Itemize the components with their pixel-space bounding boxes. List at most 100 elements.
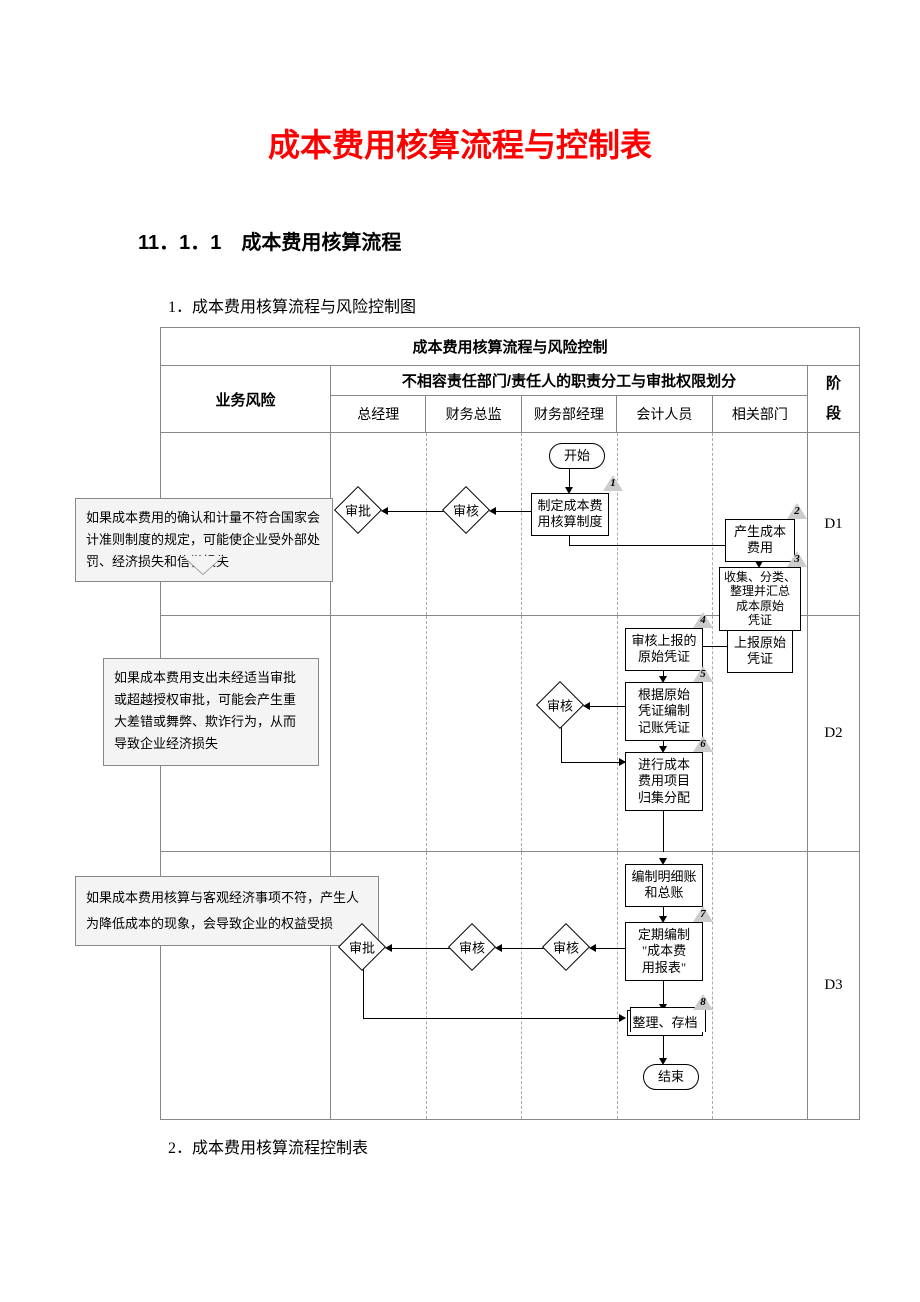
lane-divider — [426, 852, 427, 1119]
process-node-3: 收集、分类、整理并汇总成本原始凭证 — [719, 567, 801, 631]
marker-num: 1 — [610, 477, 616, 489]
risk-arrow-icon — [183, 556, 223, 574]
lane-divider — [617, 616, 618, 851]
audit-decision: 审核 — [449, 493, 483, 527]
decision-label: 审批 — [349, 938, 375, 957]
marker-5: 5 — [693, 666, 713, 682]
list-item-1: 1．成本费用核算流程与风险控制图 — [168, 293, 860, 317]
connector — [663, 1036, 664, 1060]
col-header: 相关部门 — [713, 396, 807, 432]
page: 成本费用核算流程与控制表 11．1．1 成本费用核算流程 1．成本费用核算流程与… — [0, 0, 920, 1208]
marker-6: 6 — [693, 736, 713, 752]
stage-label: D1 — [807, 433, 859, 615]
lane-divider — [617, 852, 618, 1119]
section-title: 11．1．1 成本费用核算流程 — [138, 226, 860, 255]
process-node-6: 进行成本 费用项目 归集分配 — [625, 752, 703, 811]
list-item-2: 2．成本费用核算流程控制表 — [168, 1134, 860, 1158]
main-title: 成本费用核算流程与控制表 — [60, 120, 860, 166]
chart-header: 业务风险 不相容责任部门/责任人的职责分工与审批权限划分 总经理 财务总监 财务… — [161, 366, 859, 433]
process-node-1: 制定成本费 用核算制度 — [531, 493, 609, 536]
start-terminator: 开始 — [549, 443, 605, 469]
marker-num: 7 — [700, 908, 706, 920]
col-header: 总经理 — [331, 396, 426, 432]
lane-divider — [426, 433, 427, 615]
connector — [569, 469, 570, 489]
marker-num: 4 — [700, 614, 706, 626]
risk-box-3: 如果成本费用核算与客观经济事项不符，产生人为降低成本的现象，会导致企业的权益受损 — [75, 876, 379, 946]
decision-label: 审核 — [553, 938, 579, 957]
connector — [593, 948, 625, 949]
arrow-icon — [381, 507, 388, 515]
col-header: 会计人员 — [617, 396, 712, 432]
marker-3: 3 — [787, 551, 807, 567]
lanes-d1: 开始 制定成本费 用核算制度 1 审核 审批 产生成本 费用 2 — [331, 433, 807, 615]
arrow-icon — [489, 507, 496, 515]
marker-1: 1 — [603, 475, 623, 491]
process-node-4: 审核上报的 原始凭证 — [625, 628, 703, 671]
flowchart: 成本费用核算流程与风险控制 业务风险 不相容责任部门/责任人的职责分工与审批权限… — [160, 327, 860, 1120]
connector — [491, 511, 531, 512]
document-node-8: 整理、存档 — [627, 1010, 703, 1036]
arrow-icon — [589, 944, 596, 952]
audit-decision: 审核 — [549, 930, 583, 964]
marker-num: 5 — [700, 668, 706, 680]
lanes-d2: 上报原始 凭证 审核上报的 原始凭证 4 根据原始 凭证编制 记账凭证 5 审核… — [331, 616, 807, 851]
col-header: 财务总监 — [426, 396, 521, 432]
end-terminator: 结束 — [643, 1064, 699, 1090]
connector — [363, 1018, 625, 1019]
process-node-2: 产生成本 费用 — [725, 519, 795, 562]
audit-decision: 审核 — [543, 688, 577, 722]
marker-4: 4 — [693, 612, 713, 628]
header-stage-label: 阶 段 — [807, 366, 859, 432]
header-risk-col: 业务风险 — [161, 366, 331, 432]
header-mid-title: 不相容责任部门/责任人的职责分工与审批权限划分 — [331, 366, 807, 396]
connector — [389, 948, 455, 949]
process-node-5: 根据原始 凭证编制 记账凭证 — [625, 682, 703, 741]
lane-divider — [521, 433, 522, 615]
chart-title: 成本费用核算流程与风险控制 — [161, 328, 859, 366]
arrow-icon — [495, 944, 502, 952]
connector — [569, 545, 745, 546]
decision-label: 审核 — [547, 696, 573, 715]
marker-2: 2 — [787, 503, 807, 519]
lane-divider — [712, 852, 713, 1119]
header-cols: 总经理 财务总监 财务部经理 会计人员 相关部门 — [331, 396, 807, 432]
lane-divider — [521, 616, 522, 851]
lane-divider — [712, 616, 713, 851]
marker-7: 7 — [693, 906, 713, 922]
stage-label: D3 — [807, 852, 859, 1119]
lane-divider — [521, 852, 522, 1119]
lane-divider — [426, 616, 427, 851]
marker-num: 6 — [700, 738, 706, 750]
approve-decision: 审批 — [341, 493, 375, 527]
approve-decision: 审批 — [345, 930, 379, 964]
marker-num: 8 — [700, 996, 706, 1008]
arrow-icon — [619, 1014, 626, 1022]
col-header: 财务部经理 — [522, 396, 617, 432]
header-risk-label: 业务风险 — [161, 366, 330, 432]
decision-label: 审核 — [453, 501, 479, 520]
lanes-d3: 编制明细账 和总账 定期编制 "成本费 用报表" 7 审核 审核 审批 — [331, 852, 807, 1119]
process-node-4b: 上报原始 凭证 — [727, 630, 793, 673]
marker-8: 8 — [693, 994, 713, 1010]
stage-label: D2 — [807, 616, 859, 851]
marker-num: 2 — [794, 505, 800, 517]
connector — [585, 706, 625, 707]
process-node-7: 定期编制 "成本费 用报表" — [625, 922, 703, 981]
connector — [561, 724, 562, 762]
decision-label: 审核 — [459, 938, 485, 957]
marker-num: 3 — [794, 553, 800, 565]
audit-decision: 审核 — [455, 930, 489, 964]
risk-box-2: 如果成本费用支出未经适当审批或超越授权审批，可能会产生重大差错或舞弊、欺诈行为，… — [103, 658, 319, 766]
header-mid: 不相容责任部门/责任人的职责分工与审批权限划分 总经理 财务总监 财务部经理 会… — [331, 366, 807, 432]
connector — [383, 511, 449, 512]
connector — [363, 966, 364, 1018]
lane-divider — [712, 433, 713, 615]
arrow-icon — [385, 944, 392, 952]
connector — [499, 948, 549, 949]
connector — [561, 762, 625, 763]
lane-divider — [617, 433, 618, 615]
process-node-7a: 编制明细账 和总账 — [625, 864, 703, 907]
arrow-icon — [583, 702, 590, 710]
decision-label: 审批 — [345, 501, 371, 520]
